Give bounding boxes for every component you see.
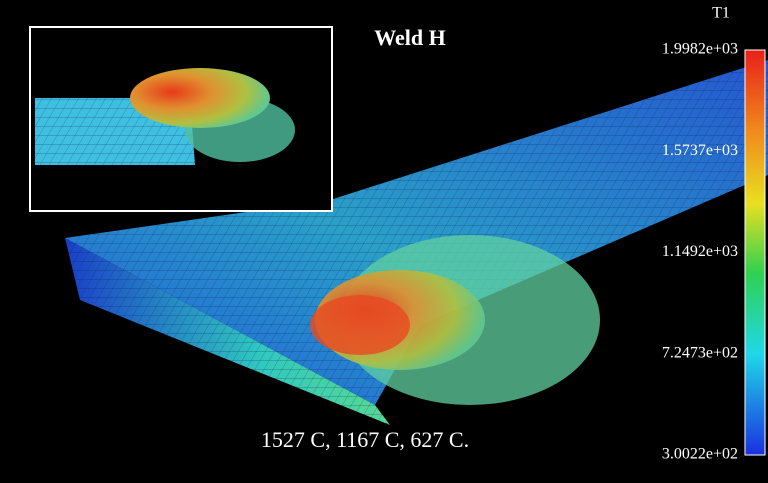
caption: 1527 C, 1167 C, 627 C. [261,427,469,452]
colorbar [745,50,765,455]
inset [30,27,332,211]
colorbar-tick-label: 1.1492e+03 [662,243,738,260]
simulation-view: Weld H T1 1.9982e+03 1.5737e+03 1.1492e+03… [0,0,768,483]
colorbar-tick-label: 1.5737e+03 [662,142,738,159]
colorbar-tick-label: 7.2473e+02 [662,344,738,361]
colorbar-tick-label: 1.9982e+03 [662,41,738,58]
colorbar-label: T1 [712,5,730,22]
colorbar-tick-label: 3.0022e+02 [662,446,738,463]
title: Weld H [374,25,446,50]
